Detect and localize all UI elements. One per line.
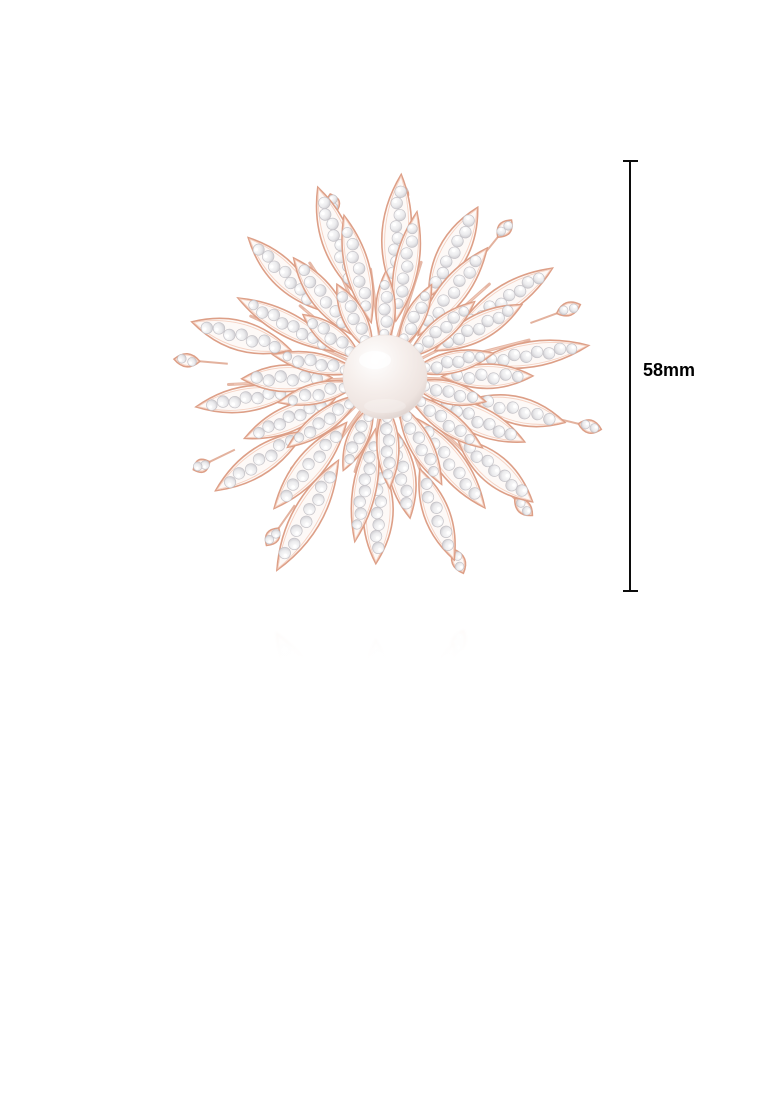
dimension-label: 58mm: [643, 360, 696, 380]
dimension-cap-top: [623, 160, 638, 162]
dimension-line: [629, 160, 631, 592]
brooch-illustration: [172, 172, 603, 575]
brooch-image: [150, 142, 620, 612]
dimension-cap-bottom: [623, 590, 638, 592]
brooch-reflection: [150, 594, 620, 666]
reflection-fade-overlay: [150, 594, 620, 666]
